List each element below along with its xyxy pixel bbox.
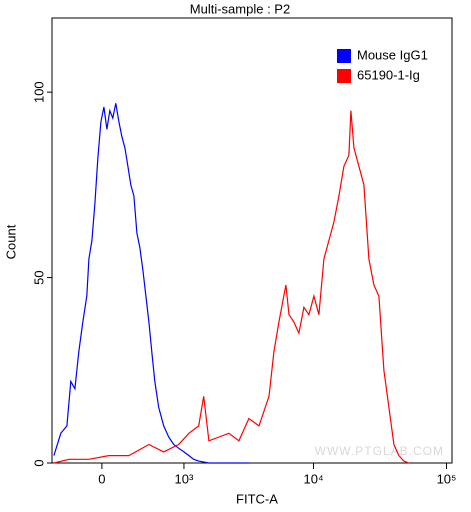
histogram-line [53,103,249,464]
histogram-line [53,110,410,464]
y-tick-label: 0 [31,459,46,466]
y-axis-label: Count [3,224,18,259]
legend-label: Mouse IgG1 [357,47,428,62]
y-tick-label: 50 [31,270,46,284]
x-tick-label: 0 [98,471,105,486]
legend-label: 65190-1-Ig [357,67,420,82]
x-tick-label: 10⁴ [303,471,323,486]
chart-title: Multi-sample : P2 [190,1,290,16]
y-tick-label: 100 [31,81,46,103]
plot-frame [51,17,453,464]
x-tick-label: 10⁵ [437,471,457,486]
legend-swatch [337,69,351,83]
watermark: WWW.PTGLAB.COM [315,444,444,458]
x-axis-label: FITC-A [236,491,278,506]
x-tick-label: 10³ [175,471,194,486]
legend-swatch [337,49,351,63]
